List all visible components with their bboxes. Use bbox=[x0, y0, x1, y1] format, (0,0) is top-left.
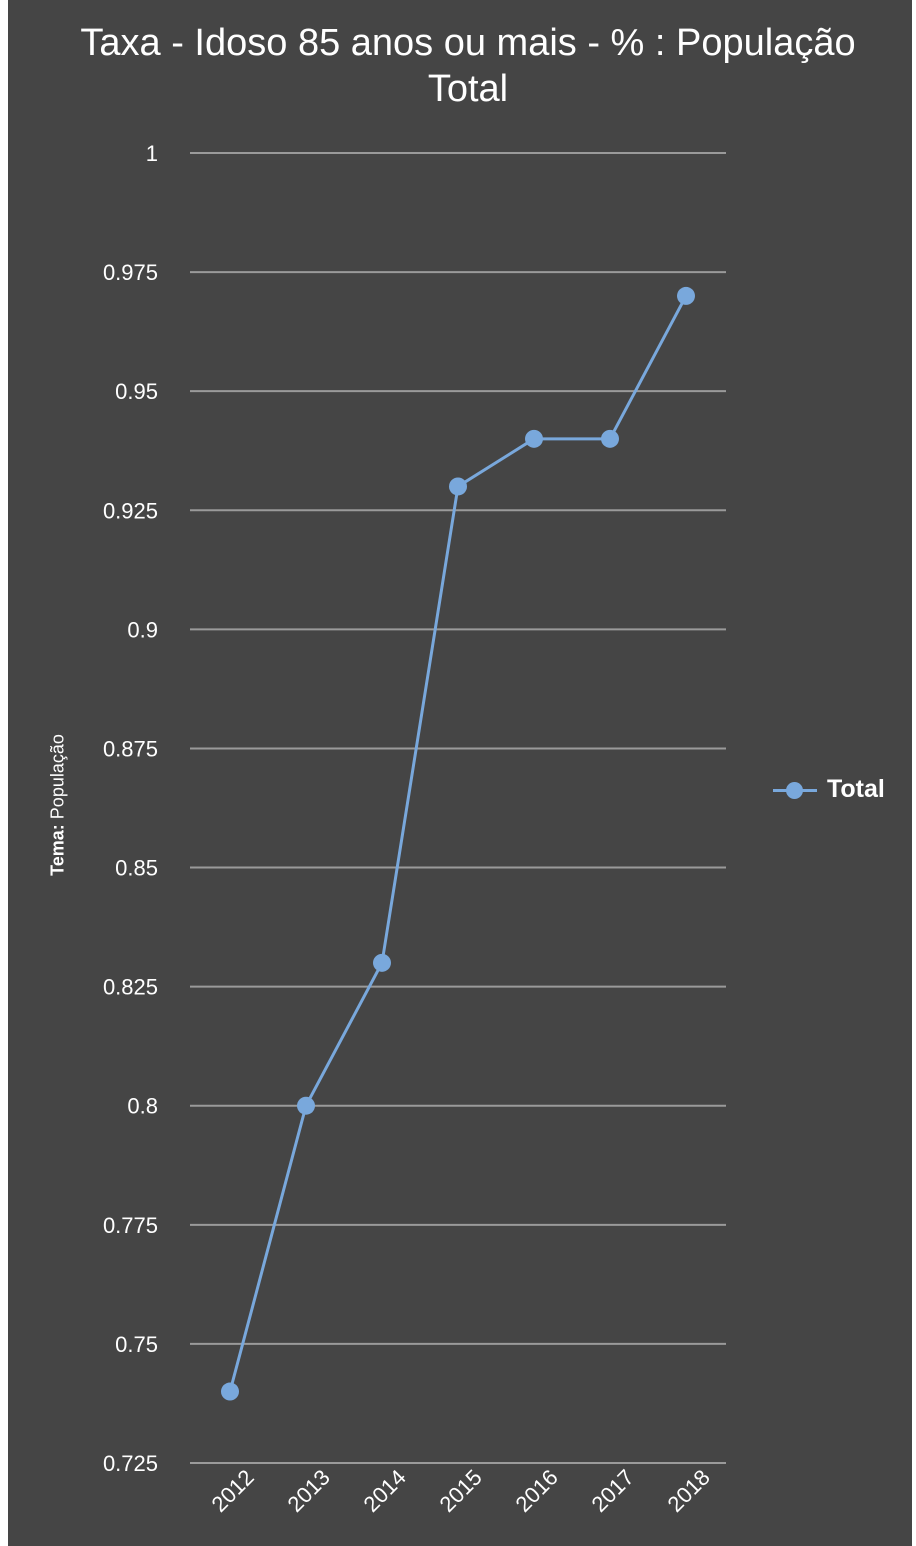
data-point[interactable] bbox=[297, 1096, 315, 1115]
x-tick-label: 2014 bbox=[359, 1465, 411, 1517]
line-chart: 1 0.975 0.95 0.925 0.9 0.875 0.85 0.825 0.8 0.775… bbox=[103, 141, 726, 1517]
y-tick-label: 0.825 bbox=[103, 975, 158, 1000]
grid-layer bbox=[190, 152, 726, 1464]
data-point[interactable] bbox=[525, 429, 543, 448]
chart-title-line-1: Taxa - Idoso 85 anos ou mais - % : Popul… bbox=[80, 22, 856, 64]
y-tick-labels: 1 0.975 0.95 0.925 0.9 0.875 0.85 0.825 0.8 0.775… bbox=[103, 141, 158, 1476]
data-point[interactable] bbox=[601, 429, 619, 448]
x-tick-labels: 2012 2013 2014 2015 2016 2017 2018 bbox=[207, 1465, 715, 1517]
legend-label-total: Total bbox=[827, 775, 885, 803]
x-tick-label: 2016 bbox=[511, 1465, 563, 1517]
series-line bbox=[228, 295, 688, 1392]
x-tick-label: 2017 bbox=[587, 1465, 639, 1517]
y-tick-label: 1 bbox=[146, 141, 158, 166]
y-tick-label: 0.975 bbox=[103, 260, 158, 285]
legend-marker-icon bbox=[773, 777, 817, 803]
data-point[interactable] bbox=[677, 286, 695, 305]
y-tick-label: 0.725 bbox=[103, 1451, 158, 1476]
y-tick-label: 0.875 bbox=[103, 736, 158, 761]
x-tick-label: 2015 bbox=[435, 1465, 487, 1517]
y-tick-label: 0.85 bbox=[115, 856, 158, 881]
x-tick-label: 2018 bbox=[663, 1465, 715, 1517]
y-tick-label: 0.95 bbox=[115, 379, 158, 404]
chart-title: Taxa - Idoso 85 anos ou mais - % : Popul… bbox=[8, 20, 912, 112]
x-tick-label: 2012 bbox=[207, 1465, 259, 1517]
y-tick-label: 0.9 bbox=[127, 617, 158, 642]
series-layer bbox=[221, 286, 695, 1401]
chart-frame: Taxa - Idoso 85 anos ou mais - % : Popul… bbox=[8, 0, 912, 1546]
x-tick-label: 2013 bbox=[283, 1465, 335, 1517]
chart-title-line-2: Total bbox=[427, 68, 509, 110]
y-tick-label: 0.925 bbox=[103, 498, 158, 523]
data-point[interactable] bbox=[449, 477, 467, 496]
y-tick-label: 0.8 bbox=[127, 1094, 158, 1119]
y-tick-label: 0.75 bbox=[115, 1332, 158, 1357]
y-tick-label: 0.775 bbox=[103, 1213, 158, 1238]
legend[interactable]: Total bbox=[773, 775, 885, 804]
data-point[interactable] bbox=[221, 1382, 239, 1401]
data-point[interactable] bbox=[373, 953, 391, 972]
